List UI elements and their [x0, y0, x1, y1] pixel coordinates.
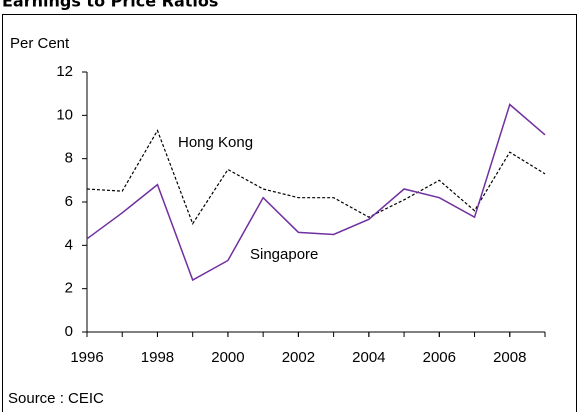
- x-tick-label: 2006: [423, 349, 456, 366]
- x-tick-label: 2002: [282, 349, 315, 366]
- frame: [2, 14, 577, 412]
- y-tick-label: 12: [56, 63, 73, 80]
- y-tick-label: 2: [65, 280, 73, 297]
- x-tick-label: 2004: [352, 349, 385, 366]
- series-label: Hong Kong: [178, 134, 253, 151]
- y-tick-label: 4: [65, 236, 73, 253]
- series-label: Singapore: [250, 246, 318, 263]
- source-note: Source : CEIC: [8, 390, 104, 407]
- y-tick-label: 8: [65, 150, 73, 167]
- line-series: [86, 129, 546, 225]
- x-tick-label: 1996: [70, 349, 103, 366]
- x-tick-label: 1998: [141, 349, 174, 366]
- y-tick-label: 10: [56, 106, 73, 123]
- x-tick-label: 2008: [493, 349, 526, 366]
- y-tick-label: 6: [65, 193, 73, 210]
- y-tick-label: 0: [65, 323, 73, 340]
- line-series: [86, 103, 546, 282]
- chart-title: Earnings to Price Ratios: [2, 0, 218, 11]
- y-axis-label: Per Cent: [10, 35, 70, 52]
- x-tick-label: 2000: [211, 349, 244, 366]
